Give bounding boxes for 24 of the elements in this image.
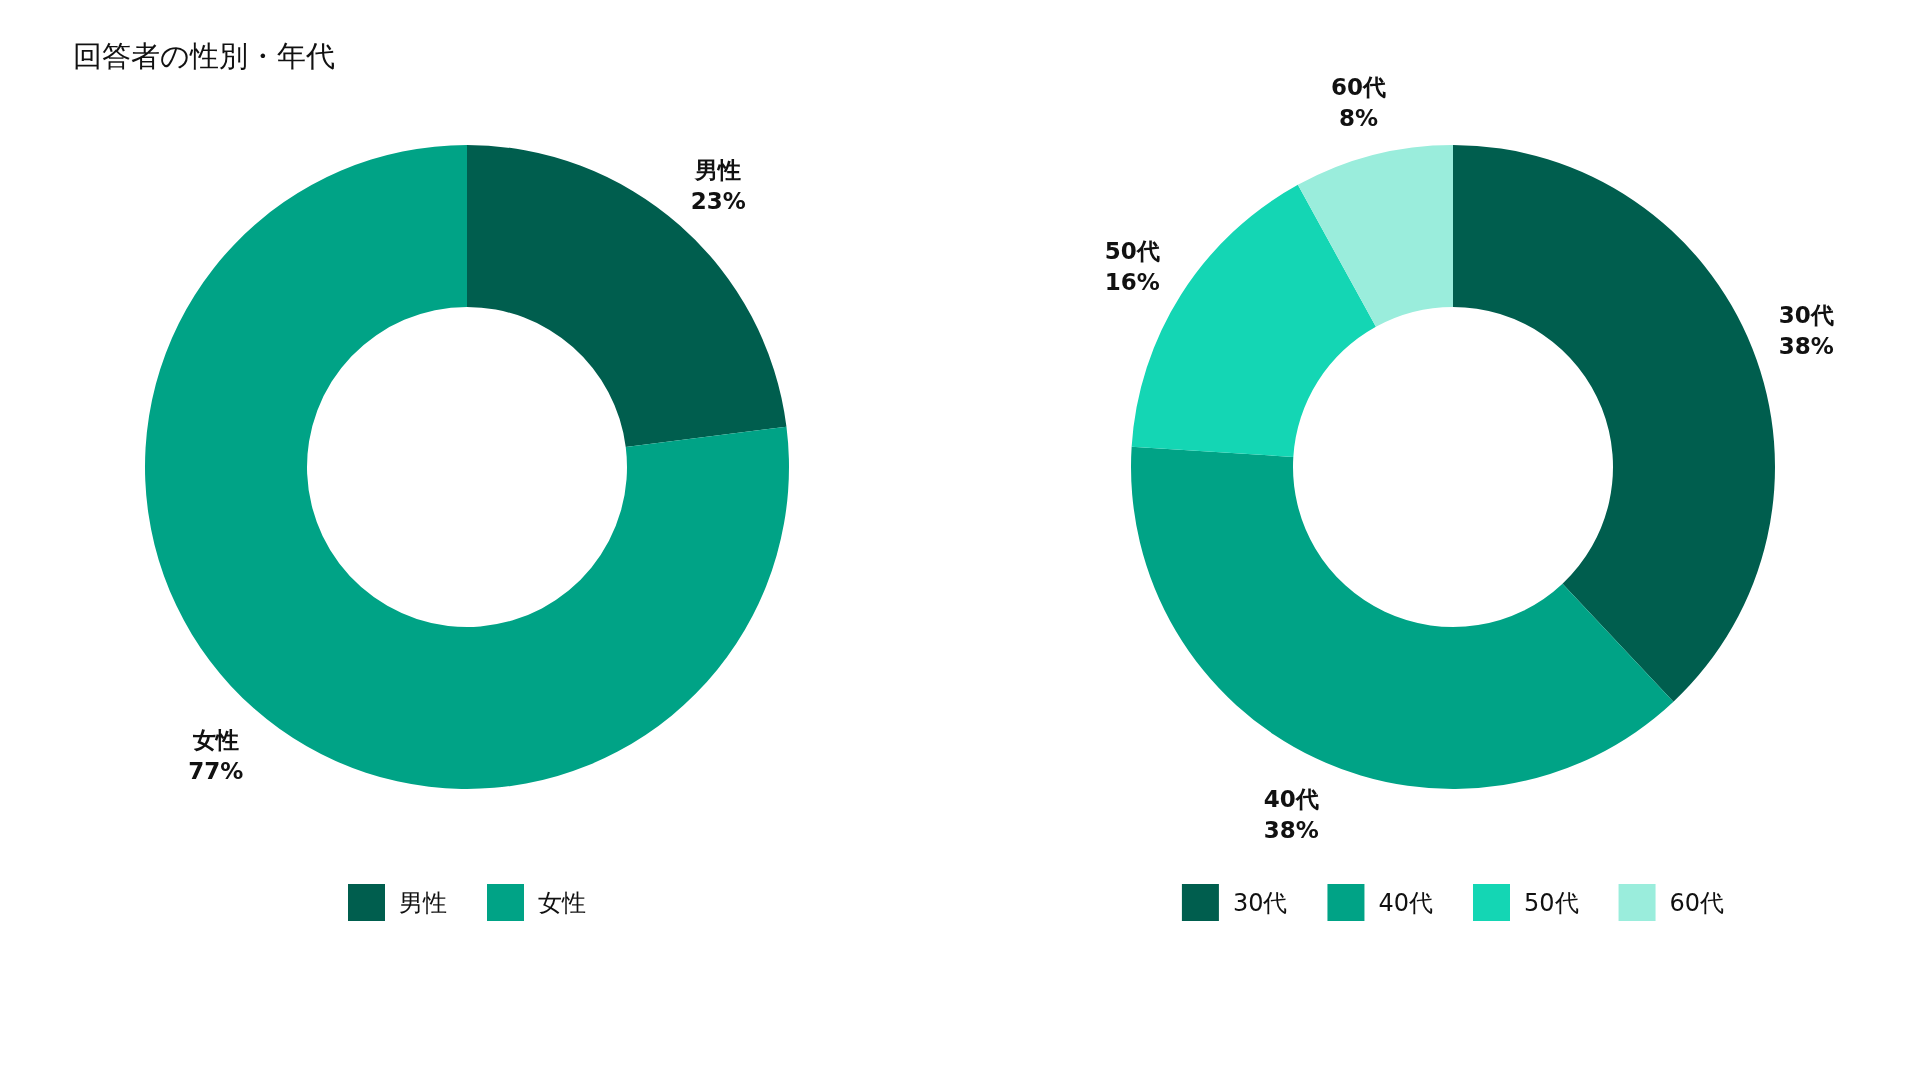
donut-slice xyxy=(1297,145,1453,327)
legend-label: 30代 xyxy=(1232,889,1288,917)
data-label: 38% xyxy=(1778,333,1834,360)
donut-slice xyxy=(1453,145,1775,702)
slice-label: 女性 xyxy=(191,727,239,754)
donut-slice xyxy=(145,145,789,789)
data-label: 77% xyxy=(188,758,244,785)
data-label: 8% xyxy=(1338,104,1379,131)
chart-title: 回答者の性別・年代 xyxy=(73,39,335,73)
slice-label: 30代 xyxy=(1778,302,1834,329)
data-label: 16% xyxy=(1104,269,1160,296)
slice-label: 60代 xyxy=(1331,73,1387,100)
legend-label: 50代 xyxy=(1524,889,1579,917)
legend-label: 40代 xyxy=(1378,889,1433,917)
legend-label: 女性 xyxy=(538,889,586,917)
donut-slice xyxy=(1131,446,1674,789)
data-label: 23% xyxy=(690,187,746,214)
slice-label: 40代 xyxy=(1263,785,1319,812)
legend-label: 男性 xyxy=(399,889,447,917)
slice-label: 50代 xyxy=(1104,238,1160,265)
legend-label: 60代 xyxy=(1669,889,1725,917)
data-label: 38% xyxy=(1263,816,1319,843)
donut-slice xyxy=(467,145,787,447)
slice-label: 男性 xyxy=(694,156,742,183)
